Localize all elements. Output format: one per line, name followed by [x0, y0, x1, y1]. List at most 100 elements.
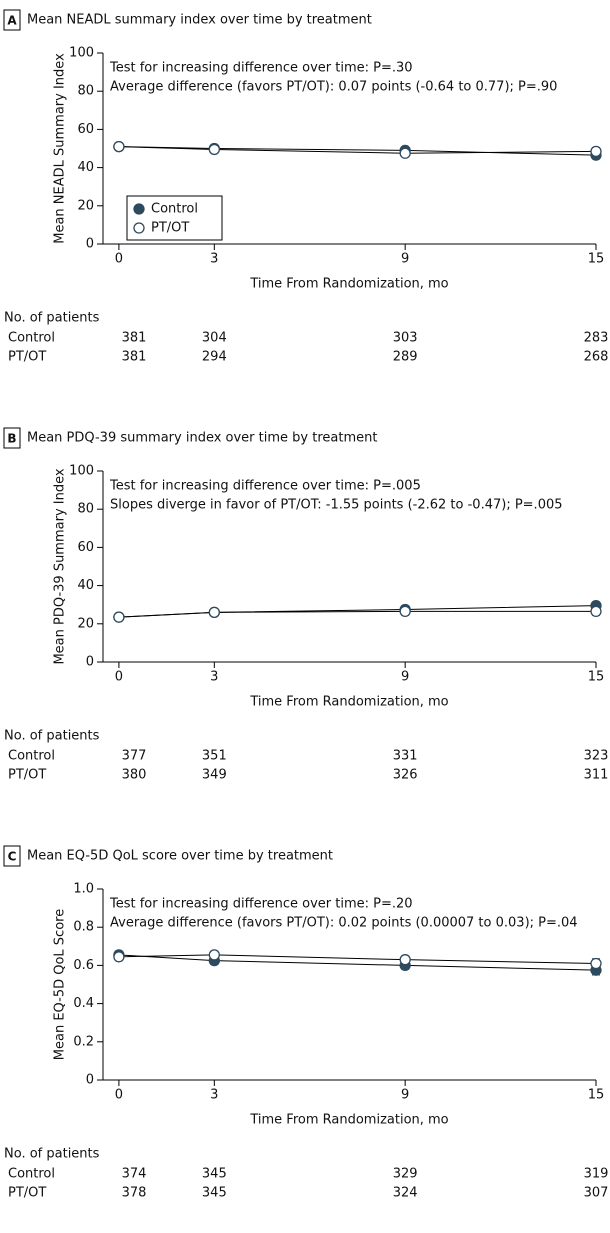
- y-tick-label: 100: [69, 464, 94, 479]
- y-tick-label: 0.8: [73, 920, 94, 935]
- patients-count: 304: [202, 331, 227, 346]
- x-axis-label: Time From Randomization, mo: [249, 1113, 448, 1128]
- patients-count: 303: [393, 331, 418, 346]
- x-tick-label: 15: [588, 1088, 605, 1103]
- patients-title: No. of patients: [4, 729, 100, 744]
- annotation: Test for increasing difference over time…: [109, 897, 413, 912]
- series-line: [118, 146, 597, 156]
- patients-count: 294: [202, 350, 227, 365]
- point: [399, 954, 411, 966]
- y-tick-label: 1.0: [73, 882, 94, 897]
- patients-row-label: Control: [8, 1167, 55, 1182]
- x-axis-label: Time From Randomization, mo: [249, 277, 448, 292]
- x-tick-label: 9: [401, 252, 409, 267]
- patients-count: 345: [202, 1186, 227, 1201]
- y-tick-label: 80: [77, 502, 94, 517]
- y-tick-label: 60: [77, 540, 94, 555]
- patients-title: No. of patients: [4, 1147, 100, 1162]
- chart-title: Mean EQ-5D QoL score over time by treatm…: [27, 849, 333, 864]
- x-tick-label: 15: [588, 252, 605, 267]
- point: [590, 145, 602, 158]
- y-tick-label: 0.6: [73, 958, 94, 973]
- patients-count: 283: [584, 331, 609, 346]
- y-axis-label: Mean NEADL Summary Index: [53, 53, 68, 244]
- panel-label-box: [3, 9, 21, 31]
- x-tick-label: 9: [401, 670, 409, 685]
- patients-row-label: Control: [8, 331, 55, 346]
- point: [399, 605, 411, 618]
- legend-box: [126, 195, 223, 241]
- x-tick-label: 0: [115, 252, 123, 267]
- series-line: [118, 610, 596, 618]
- patients-row-label: PT/OT: [8, 350, 46, 365]
- patients-count: 345: [202, 1167, 227, 1182]
- annotation: Average difference (favors PT/OT): 0.07 …: [110, 80, 557, 95]
- patients-count: 289: [393, 350, 418, 365]
- patients-row-label: PT/OT: [8, 768, 46, 783]
- point: [208, 606, 220, 618]
- legend-marker: [133, 222, 145, 234]
- patients-count: 319: [584, 1167, 609, 1182]
- x-tick-label: 9: [401, 1088, 409, 1103]
- chart-title: Mean PDQ-39 summary index over time by t…: [27, 431, 377, 446]
- patients-count: 377: [122, 749, 147, 764]
- patients-count: 268: [584, 350, 609, 365]
- x-tick-label: 3: [210, 1088, 218, 1103]
- y-tick-label: 0.4: [73, 996, 94, 1011]
- y-axis-label: Mean EQ-5D QoL Score: [53, 909, 68, 1060]
- patients-count: 351: [202, 749, 227, 764]
- patients-count: 326: [393, 768, 418, 783]
- panel-label: A: [7, 14, 17, 28]
- legend-label: PT/OT: [151, 221, 189, 236]
- annotation: Test for increasing difference over time…: [109, 61, 413, 76]
- point: [590, 605, 602, 618]
- point: [113, 140, 125, 153]
- y-tick-label: 100: [69, 46, 94, 61]
- patients-title: No. of patients: [4, 311, 100, 326]
- point: [113, 611, 125, 623]
- legend-label: Control: [151, 202, 198, 217]
- point: [208, 949, 220, 961]
- patients-row-label: Control: [8, 749, 55, 764]
- chart-title: Mean NEADL summary index over time by tr…: [27, 13, 372, 28]
- patients-count: 381: [122, 350, 147, 365]
- patients-count: 323: [584, 749, 609, 764]
- y-tick-label: 40: [77, 160, 94, 175]
- point: [208, 143, 220, 156]
- patients-count: 307: [584, 1186, 609, 1201]
- panel-label-box: [3, 427, 21, 449]
- patients-count: 311: [584, 768, 609, 783]
- legend-marker: [133, 203, 145, 215]
- patients-count: 329: [393, 1167, 418, 1182]
- patients-count: 378: [122, 1186, 147, 1201]
- y-tick-label: 60: [77, 122, 94, 137]
- y-tick-label: 20: [77, 198, 94, 213]
- y-tick-label: 0: [86, 655, 94, 670]
- y-tick-label: 0: [86, 237, 94, 252]
- patients-count: 331: [393, 749, 418, 764]
- patients-count: 380: [122, 768, 147, 783]
- panel-label: B: [7, 432, 16, 446]
- point: [590, 957, 602, 970]
- point: [113, 951, 125, 963]
- y-tick-label: 80: [77, 84, 94, 99]
- panel-label: C: [8, 850, 17, 864]
- x-tick-label: 15: [588, 670, 605, 685]
- y-tick-label: 20: [77, 616, 94, 631]
- x-tick-label: 0: [115, 1088, 123, 1103]
- point: [399, 147, 411, 159]
- x-tick-label: 0: [115, 670, 123, 685]
- series-line: [118, 954, 597, 971]
- annotation: Test for increasing difference over time…: [109, 479, 421, 494]
- x-tick-label: 3: [210, 670, 218, 685]
- patients-count: 349: [202, 768, 227, 783]
- y-tick-label: 0: [86, 1073, 94, 1088]
- annotation: Average difference (favors PT/OT): 0.02 …: [110, 916, 578, 931]
- patients-row-label: PT/OT: [8, 1186, 46, 1201]
- series-line: [118, 954, 597, 964]
- x-axis-label: Time From Randomization, mo: [249, 695, 448, 710]
- y-tick-label: 0.2: [73, 1034, 94, 1049]
- patients-count: 374: [122, 1167, 147, 1182]
